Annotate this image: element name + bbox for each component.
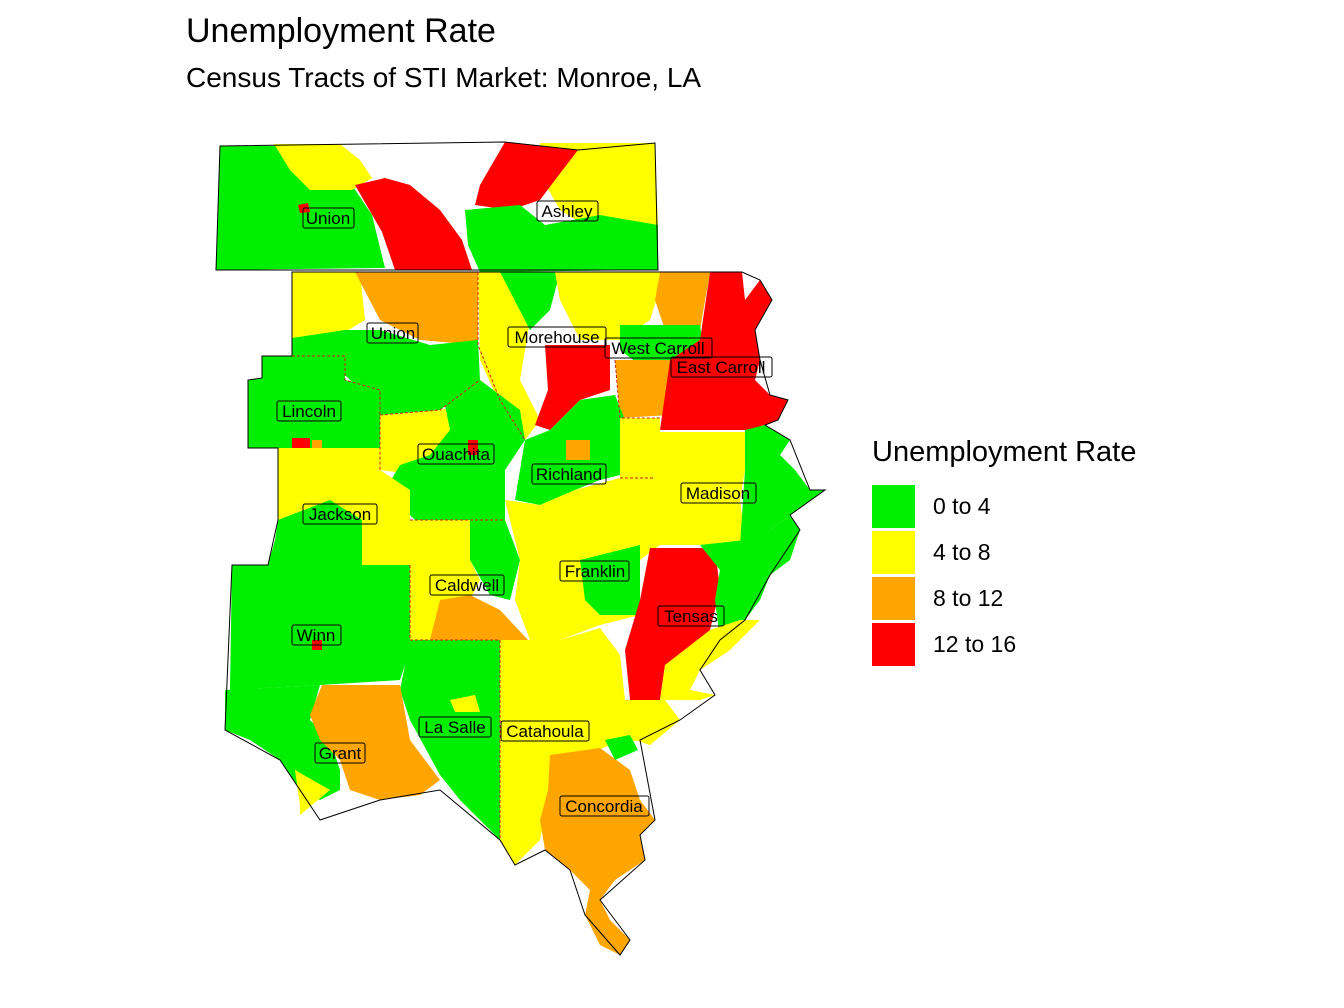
tract-lasalle-yellow — [450, 695, 480, 712]
county-label-grant: Grant — [314, 742, 366, 764]
svg-text:Caldwell: Caldwell — [435, 576, 499, 595]
tract-grant-orange — [310, 685, 440, 800]
legend-item-0-4: 0 to 4 — [872, 483, 1136, 529]
county-label-catahoula: Catahoula — [500, 720, 590, 742]
svg-text:Catahoula: Catahoula — [506, 722, 584, 741]
county-label-east-carroll: East Carroll — [670, 356, 773, 378]
tract-richland-orange — [566, 440, 590, 460]
county-label-union-ar: Union — [302, 207, 355, 229]
county-label-madison: Madison — [680, 482, 757, 504]
tract-concordia-green — [605, 735, 638, 760]
legend-swatch-green — [872, 484, 915, 528]
svg-text:Franklin: Franklin — [565, 562, 625, 581]
svg-text:West Carroll: West Carroll — [611, 339, 704, 358]
tract-fills — [216, 142, 825, 955]
tract-morehouse-yellow-e — [555, 272, 665, 340]
tract-caldwell-orange — [430, 595, 528, 640]
tract-union-la-orange — [355, 272, 478, 345]
county-boundaries — [292, 272, 660, 840]
svg-text:Union: Union — [306, 209, 350, 228]
tract-ouachita-green — [385, 380, 525, 522]
region-outline — [215, 141, 827, 956]
svg-text:La Salle: La Salle — [424, 718, 485, 737]
tract-grant-yellow — [295, 770, 330, 815]
tract-lincoln-green — [248, 356, 380, 448]
svg-text:Union: Union — [371, 324, 415, 343]
map-subtitle: Census Tracts of STI Market: Monroe, LA — [186, 62, 702, 93]
svg-text:Grant: Grant — [319, 744, 362, 763]
county-label-ashley: Ashley — [536, 200, 599, 222]
county-label-la-salle: La Salle — [418, 716, 492, 738]
svg-text:Ouachita: Ouachita — [422, 445, 491, 464]
tract-morehouse-red — [535, 345, 610, 430]
county-label-jackson: Jackson — [302, 503, 378, 525]
tract-caldwell-green — [470, 520, 520, 600]
svg-text:Richland: Richland — [536, 465, 602, 484]
tract-ashley-red — [475, 142, 578, 210]
legend-swatch-orange — [872, 576, 915, 620]
tract-union-la-green — [292, 330, 480, 415]
legend-item-8-12: 8 to 12 — [872, 575, 1136, 621]
svg-text:Ashley: Ashley — [541, 202, 593, 221]
county-label-ouachita: Ouachita — [417, 443, 495, 465]
tract-ashley-north — [540, 143, 658, 235]
legend-item-12-16: 12 to 16 — [872, 621, 1136, 667]
county-labels: Union Ashley Union Morehouse West Carrol… — [276, 200, 773, 817]
tract-tensas-green — [700, 515, 800, 640]
tract-franklin-green — [580, 545, 640, 615]
legend-item-4-8: 4 to 8 — [872, 529, 1136, 575]
tract-westcarroll-orange — [655, 272, 710, 330]
legend-swatch-yellow — [872, 530, 915, 574]
tract-tensas-red — [625, 548, 720, 700]
tract-caldwell-yellow — [410, 520, 480, 640]
tract-jackson-yellow — [278, 448, 410, 565]
legend-label: 12 to 16 — [933, 630, 1017, 657]
legend-label: 8 to 12 — [933, 584, 1004, 611]
tract-richland-yellow — [620, 418, 660, 478]
tract-concordia-orange — [540, 748, 655, 955]
svg-text:Morehouse: Morehouse — [514, 328, 599, 347]
legend-label: 0 to 4 — [933, 492, 991, 519]
tract-eastcarroll-red — [660, 272, 788, 430]
tract-union-la-yellow — [292, 272, 365, 340]
legend-title: Unemployment Rate — [872, 436, 1137, 468]
county-label-west-carroll: West Carroll — [604, 337, 713, 359]
county-label-richland: Richland — [531, 463, 607, 485]
county-label-union-la: Union — [366, 322, 419, 344]
svg-text:Tensas: Tensas — [664, 607, 718, 626]
tract-union-ar-east — [355, 178, 472, 270]
legend-swatch-red — [872, 622, 915, 666]
tract-union-ar-north — [274, 144, 372, 190]
svg-text:Lincoln: Lincoln — [282, 402, 336, 421]
county-label-tensas: Tensas — [657, 605, 725, 627]
tract-ashley-green — [465, 205, 658, 272]
county-label-caldwell: Caldwell — [429, 574, 505, 596]
tract-tensas-yellow — [660, 620, 760, 700]
svg-text:Concordia: Concordia — [565, 797, 643, 816]
tract-lasalle-green — [400, 640, 500, 840]
legend: Unemployment Rate 0 to 4 4 to 8 8 to 12 … — [872, 436, 1136, 667]
tract-westcarroll-orange2 — [615, 360, 670, 418]
svg-text:Jackson: Jackson — [309, 505, 371, 524]
svg-text:Winn: Winn — [297, 626, 336, 645]
county-label-franklin: Franklin — [559, 560, 630, 582]
legend-label: 4 to 8 — [933, 538, 991, 565]
svg-text:Madison: Madison — [686, 484, 750, 503]
tract-jackson-green — [268, 500, 362, 565]
tract-winn-green — [230, 565, 410, 690]
tract-concordia-yellow — [620, 700, 680, 745]
tract-morehouse-green — [500, 272, 560, 330]
tract-madison-green — [740, 425, 825, 545]
county-label-winn: Winn — [291, 624, 342, 646]
county-label-morehouse: Morehouse — [507, 326, 607, 348]
svg-text:East Carroll: East Carroll — [677, 358, 766, 377]
county-label-concordia: Concordia — [559, 795, 650, 817]
map-title: Unemployment Rate — [186, 12, 496, 50]
county-label-lincoln: Lincoln — [276, 400, 342, 422]
tract-madison-yellow — [650, 432, 745, 545]
